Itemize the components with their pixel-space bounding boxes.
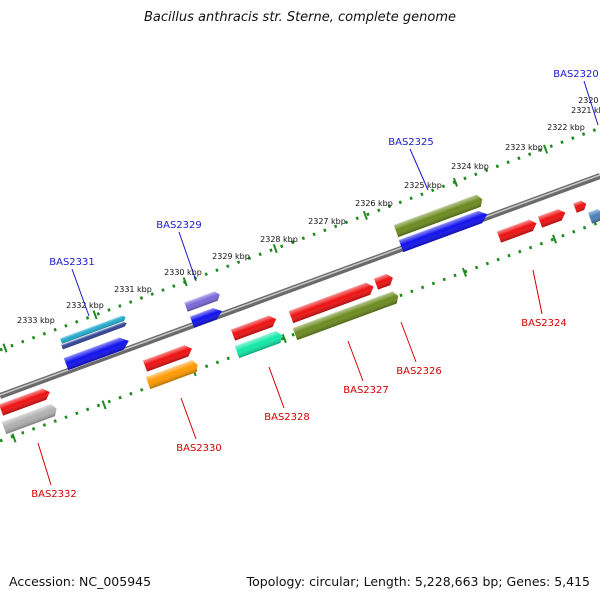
leader-line-bas2332 — [37, 442, 52, 486]
ruler-tick — [2, 343, 8, 353]
gene-features — [0, 193, 600, 435]
gene-label-bas2324[interactable]: BAS2324 — [521, 318, 567, 329]
gene-feature-bas2324-b[interactable] — [537, 207, 567, 228]
gene-feature-bas2323[interactable] — [573, 199, 588, 213]
gene-label-bas2332[interactable]: BAS2332 — [31, 489, 77, 500]
ruler-tick-label: 2326 kbp — [355, 199, 393, 208]
ruler-tick-label: 2331 kbp — [114, 285, 152, 294]
ruler-tick-label: 2333 kbp — [17, 316, 55, 325]
gene-label-bas2320[interactable]: BAS2320 — [553, 69, 599, 80]
ruler-tick — [552, 234, 558, 244]
gene-feature-bas2325-cds[interactable] — [398, 208, 490, 253]
ruler-tick-label: 2325 kbp — [404, 181, 442, 190]
gene-label-bas2330[interactable]: BAS2330 — [176, 443, 222, 454]
ruler-tick-label: 2322 kbp — [547, 123, 585, 132]
ruler-tick — [461, 267, 467, 277]
ruler-tick — [101, 400, 107, 410]
ruler-tick — [182, 277, 188, 287]
ruler-tick-label: 2321 kbp — [571, 106, 600, 115]
leader-line-bas2327 — [347, 340, 364, 382]
gene-feature-bas2332-cds[interactable] — [1, 403, 59, 435]
genome-title: Bacillus anthracis str. Sterne, complete… — [144, 10, 456, 25]
leader-line-bas2330 — [180, 397, 197, 440]
ruler-tick-label: 2330 kbp — [164, 268, 202, 277]
ruler-tick — [92, 310, 98, 320]
gene-feature-bas2330-cds[interactable] — [145, 359, 200, 390]
gene-feature-bas2331-b[interactable] — [60, 321, 127, 350]
ruler-tick — [543, 144, 549, 154]
accession-text: Accession: NC_005945 — [9, 574, 152, 589]
ruler-tick — [11, 433, 17, 443]
gene-label-bas2328[interactable]: BAS2328 — [264, 412, 310, 423]
ruler-tick-label: 2328 kbp — [260, 235, 298, 244]
leader-line-bas2328 — [268, 366, 285, 409]
gene-label-bas2327[interactable]: BAS2327 — [343, 385, 389, 396]
leader-line-bas2324 — [532, 269, 543, 315]
leader-line-bas2326 — [400, 321, 417, 363]
gene-label-bas2326[interactable]: BAS2326 — [396, 366, 442, 377]
gene-label-bas2329[interactable]: BAS2329 — [156, 220, 202, 231]
leader-line-bas2331 — [71, 268, 90, 317]
gene-label-bas2325[interactable]: BAS2325 — [388, 137, 434, 148]
gene-feature-bas2326[interactable] — [292, 290, 401, 341]
genome-backbone — [0, 173, 600, 399]
leader-line-bas2325 — [409, 148, 429, 191]
ruler-tick-label: 2320 kbp — [578, 96, 600, 105]
gene-labels: BAS2320 BAS2325 BAS2329 BAS2331 BAS2324 BAS23… — [31, 69, 599, 500]
gene-feature-bas2331[interactable] — [59, 314, 127, 344]
gene-feature-bas2328[interactable] — [230, 313, 278, 341]
ruler-tick-label: 2329 kbp — [212, 252, 250, 261]
gene-feature-bas2325[interactable] — [393, 193, 485, 238]
gene-feature-bas2330[interactable] — [142, 343, 194, 372]
gene-feature-bas2327-b[interactable] — [373, 272, 395, 290]
ruler-tick — [281, 333, 287, 344]
ruler-tick — [362, 210, 368, 220]
gene-feature-bas2331-cds[interactable] — [63, 335, 131, 371]
gene-feature-bas2329[interactable] — [184, 290, 221, 312]
ruler-tick — [452, 177, 458, 187]
gene-feature-bas2324[interactable] — [496, 218, 539, 243]
gene-label-bas2331[interactable]: BAS2331 — [49, 257, 95, 268]
gene-feature-bas2328-cds[interactable] — [234, 329, 285, 359]
genome-summary-text: Topology: circular; Length: 5,228,663 bp… — [246, 574, 590, 589]
ruler-tick-label: 2327 kbp — [308, 217, 346, 226]
gene-feature-bas2320[interactable] — [587, 208, 600, 224]
ruler-tick-label: 2323 kbp — [505, 143, 543, 152]
gene-feature-bas2327[interactable] — [288, 281, 376, 324]
gene-feature-bas2329-cds[interactable] — [189, 305, 224, 328]
leader-line-bas2320 — [583, 80, 599, 126]
leader-line-bas2329 — [178, 231, 197, 282]
gene-feature-bas2332[interactable] — [0, 386, 52, 416]
ruler-tick — [272, 243, 278, 254]
ruler-tick-label: 2324 kbp — [451, 162, 489, 171]
